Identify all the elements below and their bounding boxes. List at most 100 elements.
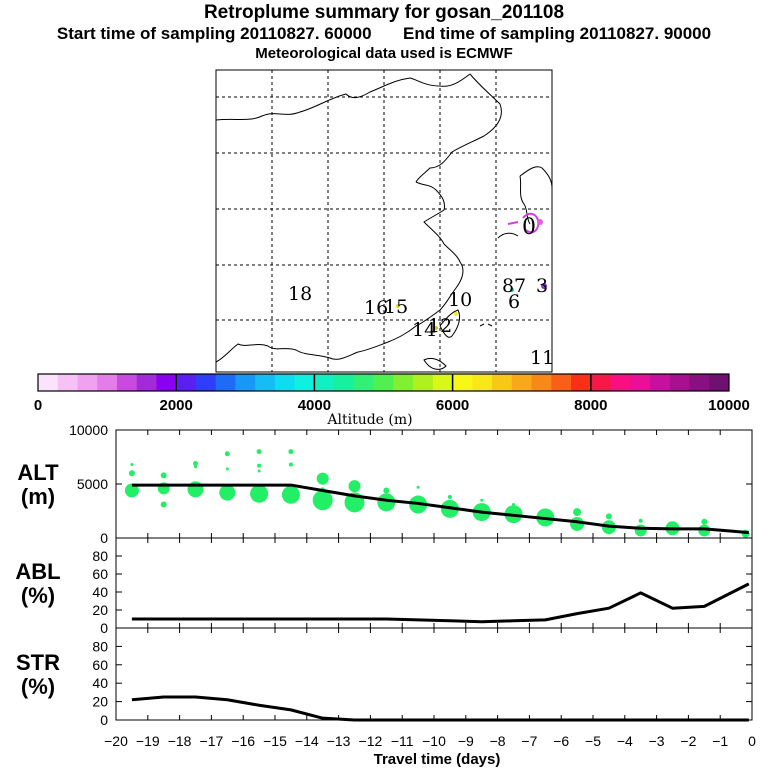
- x-tick-label: −2: [680, 733, 696, 749]
- colorbar-cell: [215, 374, 236, 391]
- particle-point: [605, 513, 612, 520]
- x-tick-label: −3: [649, 733, 665, 749]
- particle-point: [701, 518, 708, 525]
- x-tick-label: −5: [585, 733, 601, 749]
- day-label: 6: [508, 291, 520, 313]
- colorbar-cell: [334, 374, 355, 391]
- particle-point: [377, 493, 396, 512]
- x-tick-label: −6: [553, 733, 569, 749]
- y-tick-label: 5000: [77, 476, 108, 492]
- colorbar-cell: [432, 374, 454, 391]
- altitude-colorbar: 0 2000 4000 6000 8000 10000 Altitude (m): [34, 373, 750, 428]
- colorbar-cell: [531, 374, 552, 391]
- colorbar-frame: [37, 373, 730, 392]
- day-label: 0: [522, 215, 536, 240]
- colorbar-cell: [590, 374, 612, 391]
- x-tick-label: −16: [231, 733, 255, 749]
- colorbar-cell: [255, 374, 276, 391]
- particle-point: [193, 460, 198, 466]
- trajectory-day-labels: 18 16 15 10 14 12 8 7 3 6 11 0: [288, 215, 554, 369]
- colorbar-cell: [511, 374, 533, 391]
- colorbar-cell: [294, 374, 315, 391]
- colorbar-cell: [689, 374, 710, 391]
- x-tick-label: −7: [521, 733, 537, 749]
- x-tick-label: −20: [104, 733, 128, 749]
- y-tick-label: 60: [92, 657, 108, 673]
- colorbar-cell: [353, 374, 375, 391]
- colorbar-tick-label: 6000: [436, 397, 469, 414]
- particle-point: [130, 463, 134, 467]
- colorbar-cell: [136, 374, 157, 391]
- particle-point: [634, 524, 647, 537]
- colorbar-cell: [57, 374, 78, 391]
- x-tick-label: −14: [295, 733, 319, 749]
- colorbar-cell: [709, 374, 730, 391]
- y-tick-label: 60: [92, 566, 108, 582]
- particle-point: [416, 485, 420, 489]
- x-tick-label: −15: [263, 733, 287, 749]
- panel-frame: [115, 627, 753, 721]
- colorbar-cell: [235, 374, 256, 391]
- x-tick-label: −18: [168, 733, 192, 749]
- particle-point: [480, 498, 484, 502]
- colorbar-tick-label: 8000: [574, 397, 607, 414]
- y-axis-label: STR: [16, 650, 60, 675]
- y-axis-label: (%): [21, 583, 55, 608]
- x-tick-label: 0: [748, 733, 756, 749]
- colorbar-cell: [176, 374, 197, 391]
- colorbar-tick-label: 10000: [708, 397, 750, 414]
- particle-point: [383, 487, 390, 494]
- colorbar-cell: [393, 374, 414, 391]
- coastlines: [215, 73, 553, 370]
- colorbar-tick-label: 4000: [298, 397, 331, 414]
- particle-point: [288, 449, 294, 455]
- x-axis-ticks: −20 −19 −18 −17 −16 −15 −14 −13 −12 −11 −10 −9 −8 −7−…: [104, 733, 756, 749]
- particle-point: [224, 451, 230, 457]
- y-tick-label: 80: [92, 548, 108, 564]
- particle-point: [194, 465, 197, 469]
- particle-point: [124, 483, 139, 498]
- colorbar-cell: [156, 374, 177, 391]
- day-label: 11: [530, 347, 554, 369]
- panel-frame: [115, 537, 753, 629]
- colorbar-tick-label: 0: [34, 397, 42, 414]
- x-tick-label: −9: [458, 733, 474, 749]
- particle-point: [160, 501, 167, 508]
- str-panel: 0 20 40 60 80 STR(%): [16, 627, 753, 728]
- end-time-label: End time of sampling 20110827. 90000: [403, 24, 712, 43]
- sampling-times: Start time of sampling 20110827. 60000 E…: [0, 24, 768, 44]
- day-label: 3: [536, 275, 548, 297]
- y-tick-label: 40: [92, 675, 108, 691]
- y-tick-label: 20: [92, 602, 108, 618]
- particle-point: [225, 467, 229, 471]
- day-label: 12: [428, 315, 452, 337]
- colorbar-cell: [669, 374, 691, 391]
- particle-point: [160, 472, 167, 479]
- colorbar-cell: [38, 374, 59, 391]
- colorbar-ticks: 0 2000 4000 6000 8000 10000: [34, 374, 750, 414]
- particle-point: [512, 503, 515, 507]
- x-tick-label: −13: [327, 733, 351, 749]
- colorbar-title: Altitude (m): [326, 412, 412, 428]
- colorbar-cell: [373, 374, 394, 391]
- trajectory-markers: [396, 212, 547, 330]
- day-label: 14: [412, 319, 436, 341]
- abl-panel: 0 20 40 60 80 ABL(%): [15, 537, 753, 636]
- particle-point: [288, 462, 293, 467]
- day-label: 10: [448, 289, 472, 311]
- y-tick-label: 10000: [69, 422, 108, 438]
- alt-panel: 0 5000 10000 ALT(m): [17, 422, 753, 546]
- day-label: 18: [288, 283, 312, 305]
- colorbar-cell: [452, 374, 473, 391]
- colorbar-cell: [472, 374, 493, 391]
- colorbar-cell: [630, 374, 651, 391]
- particle-point: [128, 470, 135, 477]
- colorbar-cell: [274, 374, 296, 391]
- y-tick-label: 0: [100, 712, 108, 728]
- day-label: 8: [502, 275, 514, 297]
- colorbar-cell: [314, 374, 335, 391]
- particle-point: [219, 484, 236, 501]
- particle-point: [257, 463, 262, 468]
- particle-point: [316, 472, 329, 485]
